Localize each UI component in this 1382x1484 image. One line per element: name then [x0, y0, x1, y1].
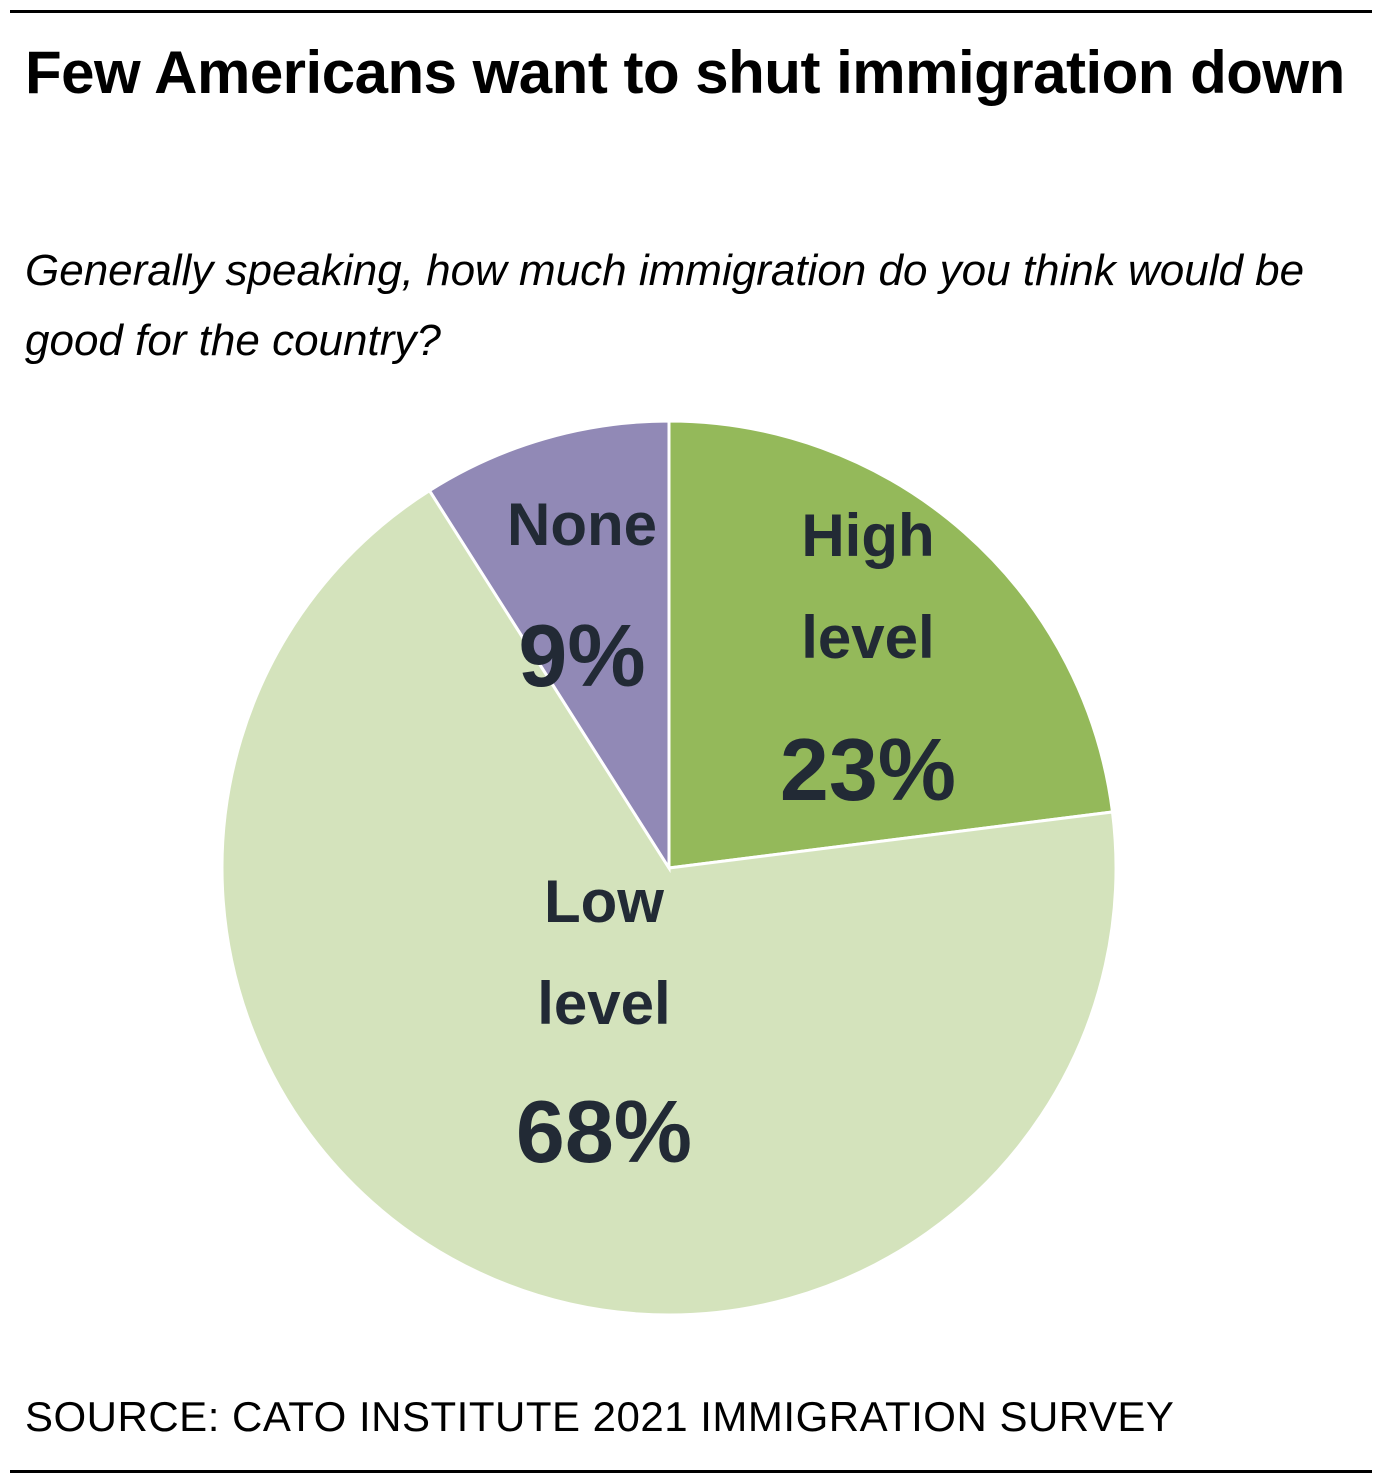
pie-slice-none — [427, 419, 671, 874]
slice-label-high-line-2: level — [801, 604, 934, 671]
source-note: SOURCE: CATO INSTITUTE 2021 IMMIGRATION … — [25, 1393, 1175, 1440]
pie-labels: High level 23% Low level 68% None 9% — [507, 491, 956, 1181]
pie-slice-low — [220, 488, 1118, 1317]
bottom-rule — [10, 1470, 1372, 1473]
chart-title: Few Americans want to shut immigration d… — [25, 39, 1345, 106]
slice-label-low-line-1: Low — [544, 868, 664, 935]
chart-subtitle: Generally speaking, how much immigration… — [25, 246, 1305, 365]
slice-label-none-line-1: None — [507, 491, 657, 558]
pie-chart: High level 23% Low level 68% None 9% — [220, 419, 1118, 1317]
pie-chart-container: High level 23% Low level 68% None 9% — [0, 400, 1382, 1340]
slice-value-low: 68% — [516, 1082, 692, 1181]
pie-slices — [220, 419, 1118, 1317]
top-rule — [10, 10, 1372, 13]
slice-value-none: 9% — [518, 606, 645, 705]
slice-label-low-line-2: level — [537, 970, 670, 1037]
slice-label-high-line-1: High — [801, 502, 934, 569]
pie-slice-high — [667, 419, 1115, 870]
slice-value-high: 23% — [780, 720, 956, 819]
